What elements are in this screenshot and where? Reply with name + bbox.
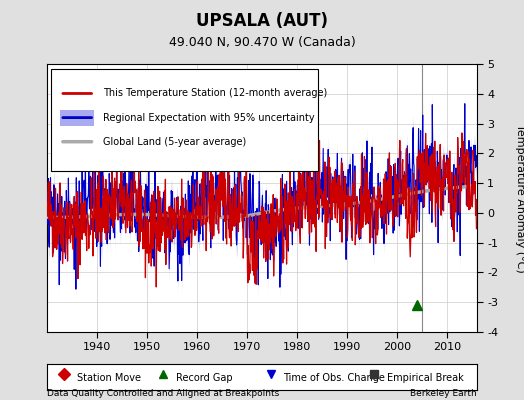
Text: Regional Expectation with 95% uncertainty: Regional Expectation with 95% uncertaint…	[103, 112, 314, 122]
Text: Data Quality Controlled and Aligned at Breakpoints: Data Quality Controlled and Aligned at B…	[47, 389, 279, 398]
Bar	[51, 69, 318, 171]
Text: Time of Obs. Change: Time of Obs. Change	[283, 373, 385, 383]
Y-axis label: Temperature Anomaly (°C): Temperature Anomaly (°C)	[515, 124, 524, 272]
Text: Empirical Break: Empirical Break	[387, 373, 463, 383]
Text: UPSALA (AUT): UPSALA (AUT)	[196, 12, 328, 30]
Text: This Temperature Station (12-month average): This Temperature Station (12-month avera…	[103, 88, 328, 98]
Bar	[60, 110, 94, 126]
Text: Berkeley Earth: Berkeley Earth	[410, 389, 477, 398]
Text: 49.040 N, 90.470 W (Canada): 49.040 N, 90.470 W (Canada)	[169, 36, 355, 49]
Text: Station Move: Station Move	[77, 373, 141, 383]
Text: Global Land (5-year average): Global Land (5-year average)	[103, 137, 246, 147]
Text: Record Gap: Record Gap	[176, 373, 233, 383]
